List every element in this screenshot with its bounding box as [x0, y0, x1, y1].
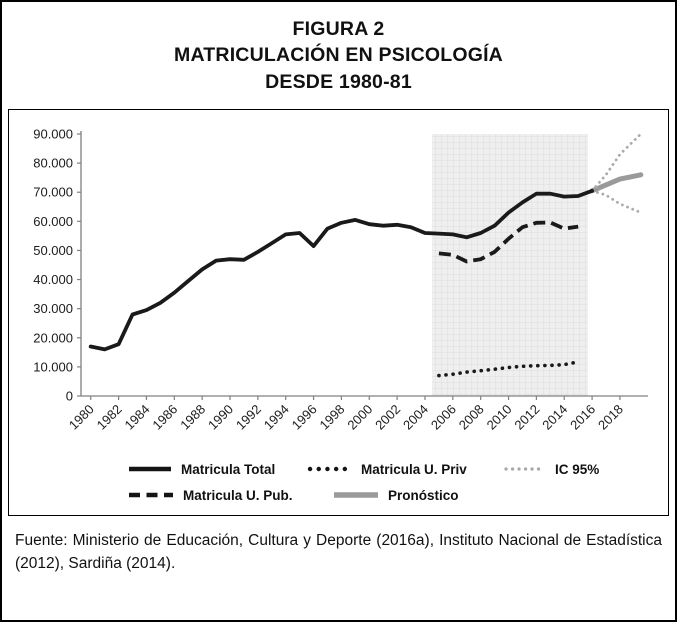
svg-text:2000: 2000: [344, 401, 375, 432]
svg-text:1984: 1984: [121, 401, 152, 432]
svg-text:40.000: 40.000: [33, 272, 73, 287]
source-note: Fuente: Ministerio de Educación, Cultura…: [15, 531, 662, 573]
svg-text:80.000: 80.000: [33, 156, 73, 171]
figure-subtitle: DESDE 1980-81: [265, 70, 412, 93]
legend-label: Pronóstico: [388, 487, 459, 503]
svg-text:60.000: 60.000: [33, 214, 73, 229]
legend-label: IC 95%: [555, 461, 600, 477]
legend-item-pronostico: Pronóstico: [332, 488, 668, 503]
svg-text:1992: 1992: [232, 401, 263, 432]
svg-text:1988: 1988: [177, 401, 208, 432]
solid-line-icon: [129, 467, 171, 472]
legend-item-matricula-u-priv: Matricula U. Priv: [307, 462, 503, 477]
svg-text:1980: 1980: [65, 401, 96, 432]
chart-panel: 0 10.000 20.000 30.000 40.000 50.000 60.000 70.…: [8, 108, 669, 516]
dashed-line-icon: [129, 493, 173, 498]
svg-text:1998: 1998: [316, 401, 347, 432]
svg-text:1990: 1990: [205, 401, 236, 432]
svg-text:2016: 2016: [567, 401, 598, 432]
svg-text:10.000: 10.000: [33, 359, 73, 374]
chart-legend: Matricula Total Matricula U. Priv IC 95%: [9, 462, 668, 503]
legend-item-matricula-total: Matricula Total: [127, 462, 307, 477]
figure-title-block: FIGURA 2 MATRICULACIÓN EN PSICOLOGÍA DES…: [2, 2, 675, 105]
legend-label: Matricula U. Pub.: [183, 487, 293, 503]
figure-title: MATRICULACIÓN EN PSICOLOGÍA: [174, 44, 503, 67]
svg-text:1982: 1982: [93, 401, 124, 432]
svg-text:1986: 1986: [149, 401, 180, 432]
legend-label: Matricula Total: [181, 461, 276, 477]
enrollment-line-chart: 0 10.000 20.000 30.000 40.000 50.000 60.000 70.…: [33, 126, 648, 433]
svg-text:2004: 2004: [400, 401, 431, 432]
figure-label: FIGURA 2: [292, 18, 385, 40]
svg-text:50.000: 50.000: [33, 243, 73, 258]
svg-text:2008: 2008: [455, 401, 486, 432]
svg-text:0: 0: [65, 388, 72, 403]
legend-row-2: Matricula U. Pub. Pronóstico: [127, 488, 668, 503]
svg-text:90.000: 90.000: [33, 126, 73, 141]
svg-text:1996: 1996: [288, 401, 319, 432]
svg-text:30.000: 30.000: [33, 301, 73, 316]
svg-text:70.000: 70.000: [33, 185, 73, 200]
svg-text:2006: 2006: [427, 401, 458, 432]
dotted-line-icon: [307, 467, 353, 472]
svg-text:2012: 2012: [511, 401, 542, 432]
svg-text:2002: 2002: [372, 401, 403, 432]
legend-item-ic-95: IC 95%: [503, 462, 668, 477]
gray-dotted-line-icon: [504, 467, 546, 472]
svg-text:2018: 2018: [594, 401, 625, 432]
legend-label: Matricula U. Priv: [361, 461, 467, 477]
svg-text:1994: 1994: [260, 401, 291, 432]
gray-solid-line-icon: [334, 492, 378, 499]
svg-text:2014: 2014: [539, 401, 570, 432]
legend-item-matricula-u-pub: Matricula U. Pub.: [127, 488, 332, 503]
svg-text:2010: 2010: [483, 401, 514, 432]
svg-text:20.000: 20.000: [33, 330, 73, 345]
legend-row-1: Matricula Total Matricula U. Priv IC 95%: [127, 462, 668, 477]
